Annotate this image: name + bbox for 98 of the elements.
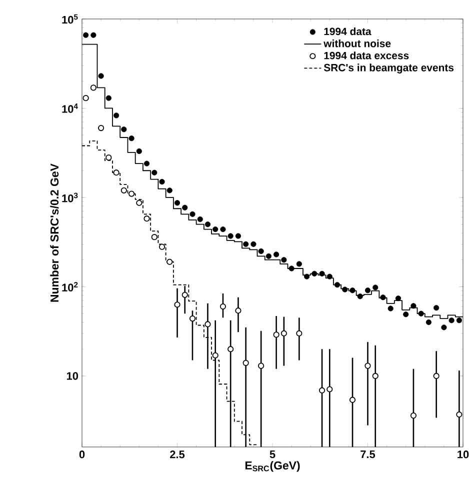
point — [152, 170, 158, 176]
point — [258, 362, 264, 369]
point — [266, 253, 272, 259]
point — [182, 292, 188, 298]
legend-label: without noise — [324, 40, 391, 48]
point — [349, 396, 356, 403]
x-tick-label: 10 — [458, 450, 469, 458]
y-tick-label: 10$^{2}$ — [62, 282, 78, 292]
point — [204, 222, 211, 228]
point — [380, 294, 386, 300]
point — [364, 288, 371, 294]
legend-label: 1994 data — [324, 27, 372, 36]
point — [326, 274, 332, 280]
point — [166, 258, 173, 265]
point — [151, 234, 158, 240]
point — [334, 282, 340, 288]
point — [426, 319, 432, 326]
point — [388, 306, 394, 312]
point — [106, 95, 112, 101]
point — [250, 241, 256, 247]
point — [243, 241, 249, 247]
legend-label: 1994 data excess — [324, 52, 409, 60]
point — [296, 261, 302, 267]
point — [326, 386, 333, 392]
point — [174, 200, 180, 206]
point — [197, 216, 203, 222]
point — [120, 187, 127, 194]
point — [82, 95, 89, 102]
point — [128, 190, 135, 197]
point — [456, 318, 462, 324]
point — [90, 84, 96, 91]
point — [220, 303, 226, 310]
point — [212, 226, 218, 232]
point — [204, 321, 211, 328]
point — [90, 32, 96, 38]
point — [372, 284, 378, 290]
point — [410, 303, 416, 309]
x-tick-label: 0 — [79, 450, 85, 458]
point — [144, 160, 150, 166]
point — [357, 294, 363, 300]
point — [98, 124, 104, 132]
point — [113, 112, 120, 118]
point — [166, 188, 172, 194]
point — [158, 244, 166, 250]
y-tick-label: 10$^{5}$ — [62, 14, 78, 24]
x-tick-label: 2.5 — [170, 450, 185, 458]
point — [296, 330, 302, 336]
y-tick-label: 10 — [66, 372, 78, 380]
point — [342, 286, 348, 292]
point — [372, 372, 378, 380]
point — [190, 211, 196, 217]
y-tick-label: 10$^{4}$ — [62, 104, 78, 113]
point — [304, 274, 310, 280]
point — [228, 233, 234, 239]
point — [235, 308, 242, 314]
point — [136, 200, 142, 206]
point — [410, 412, 417, 419]
point — [174, 302, 180, 308]
point — [364, 362, 371, 369]
point — [434, 305, 440, 311]
point — [189, 315, 196, 322]
y-axis-title: Number of SRC's/0.2 GeV — [50, 164, 59, 302]
y-tick-label: 10$^{3}$ — [62, 192, 78, 202]
point — [121, 126, 127, 132]
point — [280, 330, 287, 336]
point — [350, 288, 356, 294]
point — [98, 73, 104, 79]
point — [312, 270, 318, 276]
point — [228, 346, 234, 352]
point — [433, 372, 440, 380]
point — [83, 32, 89, 38]
legend-label: SRC's in beamgate events — [324, 64, 454, 74]
point — [220, 226, 226, 232]
point — [144, 216, 150, 222]
x-tick-label: 5 — [270, 450, 276, 458]
point — [212, 352, 218, 358]
point — [235, 233, 242, 239]
point — [319, 270, 325, 276]
point — [274, 252, 280, 258]
point — [106, 154, 112, 161]
point — [273, 332, 280, 338]
point — [258, 248, 264, 254]
x-axis-title: E$_{SRC}$(GeV) — [245, 461, 300, 472]
point — [441, 324, 447, 330]
point — [403, 312, 409, 318]
point — [128, 136, 134, 142]
point — [418, 310, 424, 316]
point — [395, 296, 402, 302]
point — [318, 387, 326, 394]
x-tick-label: 7.5 — [360, 450, 376, 458]
point — [281, 257, 287, 263]
point — [242, 360, 249, 366]
point — [113, 170, 120, 176]
point — [182, 204, 188, 210]
point — [159, 178, 165, 185]
point — [136, 148, 142, 154]
point — [448, 318, 454, 324]
point — [288, 266, 294, 272]
